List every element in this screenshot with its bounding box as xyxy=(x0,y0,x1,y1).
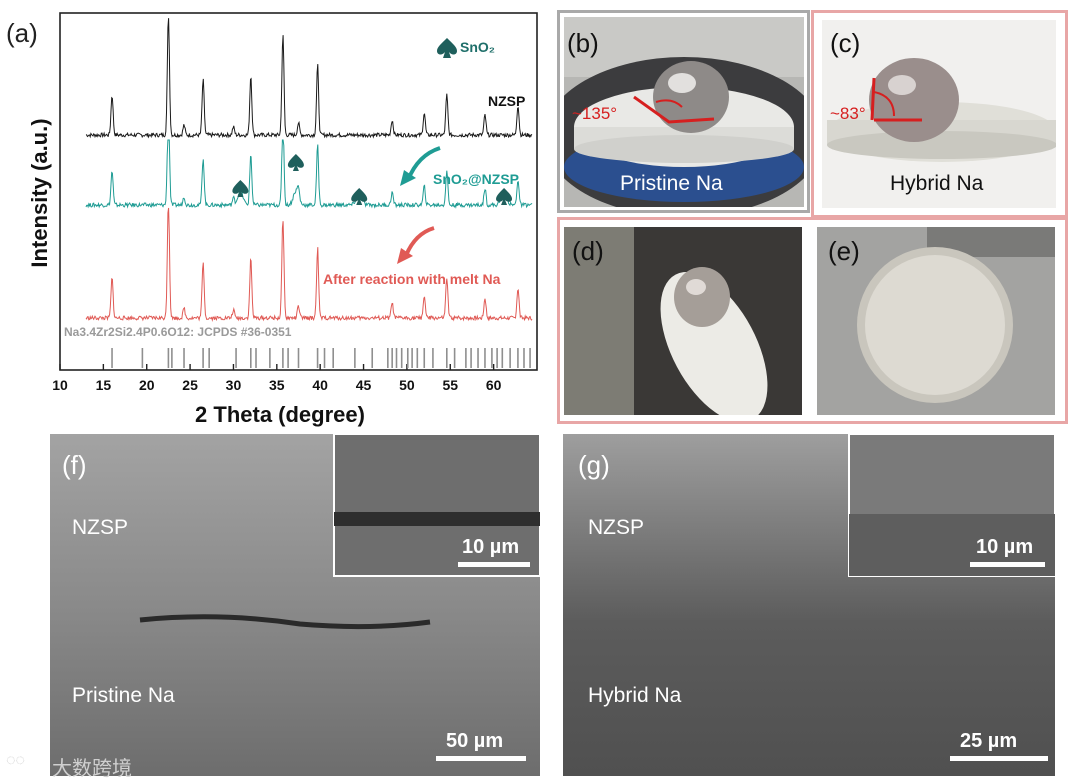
red-arrow xyxy=(403,226,435,259)
panel-de-frame xyxy=(557,217,1068,424)
panel-f-scale-text: 50 µm xyxy=(446,730,504,752)
x-tick-label: 50 xyxy=(399,377,415,393)
x-tick-label: 35 xyxy=(269,377,285,393)
panel-g-top-text: NZSP xyxy=(588,516,645,539)
spade-icon xyxy=(232,180,249,197)
panel-d-label: (d) xyxy=(572,236,604,266)
spade-icon xyxy=(496,188,513,205)
series-label-nzsp: NZSP xyxy=(488,93,525,109)
panel-e-photo xyxy=(817,227,1055,415)
series-line-2 xyxy=(85,207,533,322)
panel-f-sem xyxy=(50,434,540,776)
reference-label: Na3.4Zr2Si2.4P0.6O12: JCPDS #36-0351 xyxy=(64,325,292,339)
panel-c-angle: ~83° xyxy=(830,104,866,123)
panel-g-inset-scale-text: 10 µm xyxy=(976,536,1034,558)
panel-b-photo xyxy=(564,17,804,207)
panel-f-bottom-text: Pristine Na xyxy=(72,684,175,707)
x-tick-label: 25 xyxy=(182,377,198,393)
legend-sno2: SnO₂ xyxy=(437,38,495,58)
series-label-sno2-nzsp: SnO₂@NZSP xyxy=(433,171,519,187)
series-line-1 xyxy=(85,139,533,209)
panel-f-label: (f) xyxy=(62,450,87,480)
legend-label: SnO₂ xyxy=(460,39,495,55)
panel-c-photo xyxy=(822,20,1056,208)
x-tick-label: 10 xyxy=(52,377,68,393)
panel-d-photo xyxy=(564,227,802,415)
panel-b-label: (b) xyxy=(567,28,599,58)
watermark-logo-icon: ◌◌ xyxy=(6,752,26,769)
panel-cde-frame xyxy=(811,10,1068,218)
panel-a-label: (a) xyxy=(6,18,38,48)
spade-icon xyxy=(287,154,304,171)
panel-g-sem xyxy=(563,434,1055,776)
panel-g-inset-scale-bar xyxy=(970,562,1045,567)
panel-g-scale-text: 25 µm xyxy=(960,730,1018,752)
panel-g-bottom-text: Hybrid Na xyxy=(588,684,682,707)
x-tick-label: 45 xyxy=(356,377,372,393)
panel-c-caption: Hybrid Na xyxy=(890,172,984,195)
x-tick-label: 60 xyxy=(486,377,502,393)
x-tick-label: 20 xyxy=(139,377,155,393)
spade-icon xyxy=(351,188,368,205)
panel-b-caption: Pristine Na xyxy=(620,172,723,195)
series-label-after-reaction: After reaction with melt Na xyxy=(323,271,501,287)
series-line-0 xyxy=(85,18,533,139)
panel-g-scale-bar xyxy=(950,756,1048,761)
panel-g-label: (g) xyxy=(578,450,610,480)
x-tick-label: 15 xyxy=(96,377,112,393)
panel-b-frame xyxy=(557,10,810,213)
panel-b-angle: ~135° xyxy=(572,104,618,123)
x-tick-label: 30 xyxy=(226,377,242,393)
x-tick-label: 40 xyxy=(312,377,328,393)
panel-c-label: (c) xyxy=(830,28,861,58)
plot-frame xyxy=(59,12,538,371)
x-tick-label: 55 xyxy=(442,377,458,393)
panel-e-label: (e) xyxy=(828,236,860,266)
panel-f-scale-bar xyxy=(436,756,526,761)
panel-f-inset-scale-text: 10 µm xyxy=(462,536,520,558)
panel-f-top-text: NZSP xyxy=(72,516,129,539)
xrd-chart: 10 15 20 25 30 35 40 45 50 55 60 SnO₂ NZSP SnO₂@NZ… xyxy=(52,12,538,393)
watermark: 大数跨境 xyxy=(52,758,132,780)
x-axis-label: 2 Theta (degree) xyxy=(195,402,365,427)
panel-f-inset-scale-bar xyxy=(458,562,530,567)
spade-icon xyxy=(437,38,457,58)
